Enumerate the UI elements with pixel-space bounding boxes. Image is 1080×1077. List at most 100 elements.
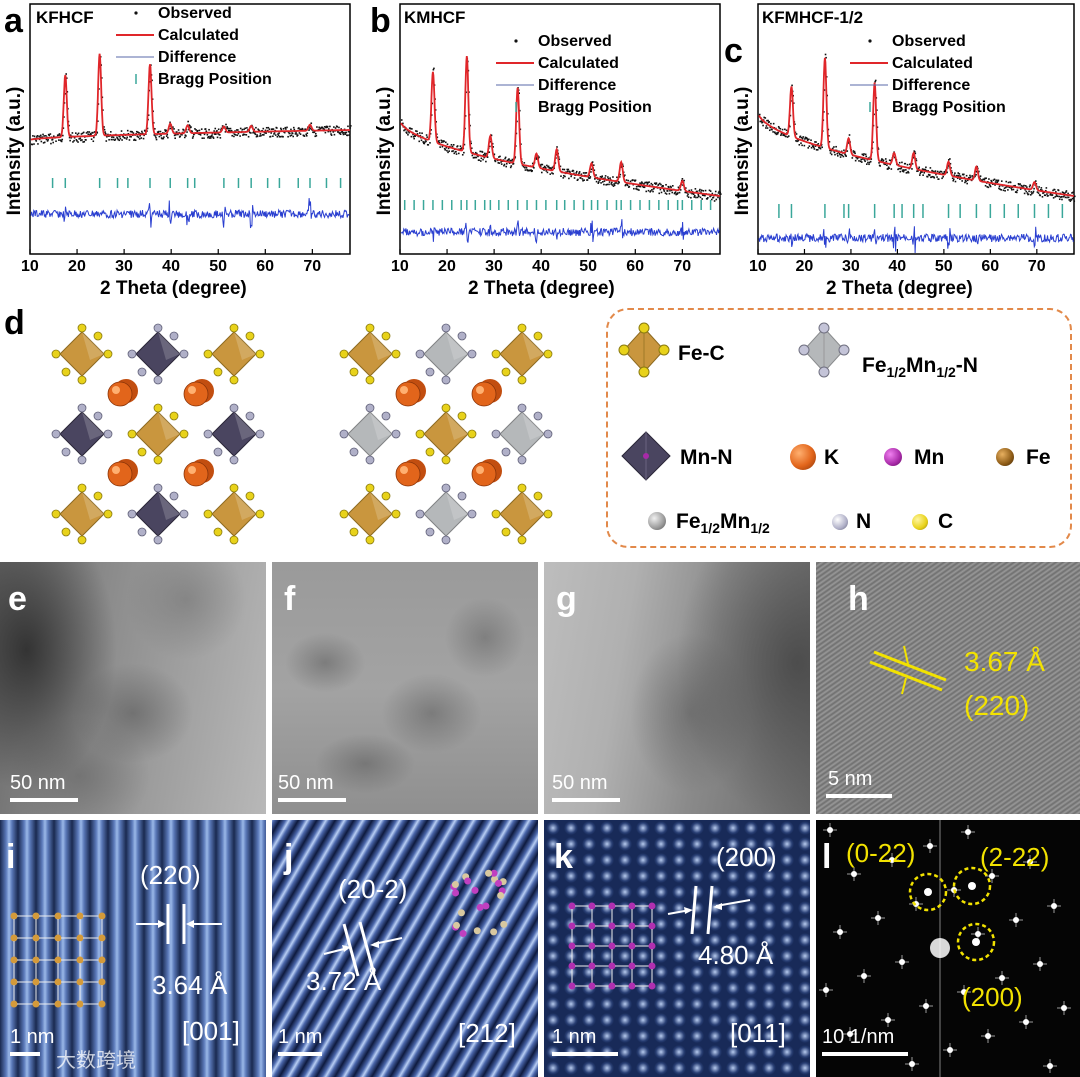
- x-tick-label: 30: [115, 258, 133, 276]
- observed-point: [1047, 195, 1049, 197]
- observed-point: [601, 175, 603, 177]
- observed-point: [820, 148, 822, 150]
- observed-point: [1003, 189, 1005, 191]
- observed-point: [1061, 196, 1063, 198]
- observed-point: [205, 128, 207, 130]
- observed-point: [37, 135, 39, 137]
- observed-point: [167, 137, 169, 139]
- legend-difference-text: Difference: [892, 77, 970, 94]
- observed-point: [226, 126, 228, 128]
- overlay-atom: [589, 903, 596, 910]
- observed-point: [213, 137, 215, 139]
- observed-point: [55, 140, 57, 142]
- observed-point: [629, 186, 631, 188]
- legend-fec-label: Fe-C: [678, 342, 725, 366]
- ylabel-a: Intensity (a.u.): [4, 86, 26, 216]
- observed-point: [800, 136, 802, 138]
- observed-point: [1004, 190, 1006, 192]
- observed-point: [1020, 185, 1022, 187]
- observed-point: [1029, 186, 1031, 188]
- overlay-atom: [589, 963, 596, 970]
- observed-point: [126, 137, 128, 139]
- observed-point: [772, 131, 774, 133]
- tem-image-g: g 50 nm: [544, 562, 810, 814]
- observed-point: [105, 140, 107, 142]
- observed-point: [1019, 183, 1021, 185]
- observed-point: [886, 164, 888, 166]
- panel-label-l: l: [822, 840, 831, 874]
- observed-point: [768, 121, 770, 123]
- overlay-atom: [11, 979, 18, 986]
- observed-point: [33, 143, 35, 145]
- observed-point: [702, 190, 704, 192]
- observed-point: [124, 137, 126, 139]
- k-atom-pair: [108, 379, 138, 406]
- observed-point: [105, 133, 107, 135]
- observed-point: [215, 133, 217, 135]
- observed-point: [837, 155, 839, 157]
- observed-point: [69, 140, 71, 142]
- observed-point: [214, 128, 216, 130]
- observed-point: [266, 127, 268, 129]
- observed-point: [907, 164, 909, 166]
- observed-point: [980, 175, 982, 177]
- scale-text-g: 50 nm: [552, 772, 608, 795]
- observed-point: [936, 176, 938, 178]
- overlay-atom: [55, 935, 62, 942]
- panel-label-c: c: [724, 34, 743, 68]
- overlay-atom: [609, 963, 616, 970]
- legend-calculated-text: Calculated: [158, 27, 239, 44]
- overlay-atom: [77, 957, 84, 964]
- observed-point: [75, 132, 77, 134]
- observed-point: [332, 131, 334, 133]
- octahedron: [52, 404, 112, 464]
- observed-point: [963, 174, 965, 176]
- structure-overlay-i: [6, 908, 116, 1018]
- observed-point: [216, 130, 218, 132]
- observed-point: [213, 130, 215, 132]
- observed-point: [230, 128, 232, 130]
- scale-text-e: 50 nm: [10, 772, 66, 795]
- observed-point: [183, 129, 185, 131]
- observed-point: [236, 134, 238, 136]
- observed-point: [888, 167, 890, 169]
- observed-point: [139, 138, 141, 140]
- observed-point: [204, 134, 206, 136]
- observed-point: [347, 135, 349, 137]
- overlay-atom: [453, 922, 460, 929]
- observed-point: [478, 159, 480, 161]
- observed-point: [185, 135, 187, 137]
- observed-point: [329, 126, 331, 128]
- observed-point: [407, 134, 409, 136]
- observed-point: [510, 165, 512, 167]
- observed-point: [260, 133, 262, 135]
- overlay-atom: [458, 909, 465, 916]
- observed-point: [277, 136, 279, 138]
- overlay-atom: [452, 881, 459, 888]
- observed-point: [879, 165, 881, 167]
- observed-point: [472, 155, 474, 157]
- observed-point: [970, 176, 972, 178]
- observed-point: [704, 195, 706, 197]
- octahedron: [128, 484, 188, 544]
- observed-point: [61, 141, 63, 143]
- observed-point: [636, 186, 638, 188]
- observed-point: [265, 132, 267, 134]
- observed-series: [759, 54, 1076, 202]
- observed-point: [268, 127, 270, 129]
- observed-point: [791, 85, 793, 87]
- observed-point: [548, 166, 550, 168]
- observed-point: [231, 130, 233, 132]
- fft-highlight-spot: [924, 888, 932, 896]
- observed-point: [929, 174, 931, 176]
- observed-point: [814, 148, 816, 150]
- k-atom-pair: [108, 459, 138, 486]
- observed-point: [627, 185, 629, 187]
- overlay-atom: [569, 983, 576, 990]
- overlay-atom: [649, 943, 656, 950]
- observed-point: [479, 151, 481, 153]
- observed-point: [556, 146, 558, 148]
- observed-point: [675, 191, 677, 193]
- observed-point: [780, 134, 782, 136]
- observed-point: [293, 127, 295, 129]
